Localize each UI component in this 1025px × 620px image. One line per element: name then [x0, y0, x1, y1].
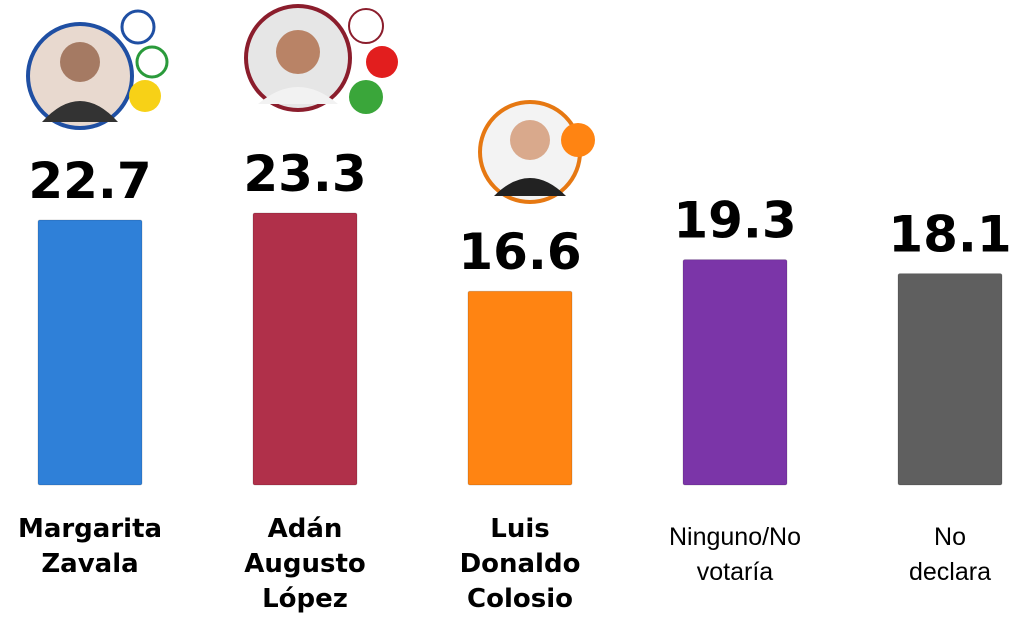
value-label: 18.1 — [888, 206, 1011, 264]
value-label: 23.3 — [243, 145, 366, 203]
category-label: Luis Donaldo Colosio — [459, 514, 581, 614]
portrait — [26, 9, 169, 130]
bar — [682, 259, 788, 486]
bar — [467, 290, 573, 486]
category-label: Adán Augusto López — [244, 514, 366, 614]
value-label: 19.3 — [673, 192, 796, 250]
bar — [897, 273, 1003, 486]
bar — [252, 212, 358, 486]
category-label: No declara — [909, 523, 991, 586]
portrait — [244, 4, 398, 114]
value-label: 22.7 — [28, 152, 151, 210]
portrait — [478, 100, 595, 204]
category-label: Ninguno/No votaría — [668, 523, 802, 586]
value-label: 16.6 — [458, 223, 581, 281]
bar — [37, 219, 143, 486]
category-label: Margarita Zavala — [17, 514, 163, 579]
